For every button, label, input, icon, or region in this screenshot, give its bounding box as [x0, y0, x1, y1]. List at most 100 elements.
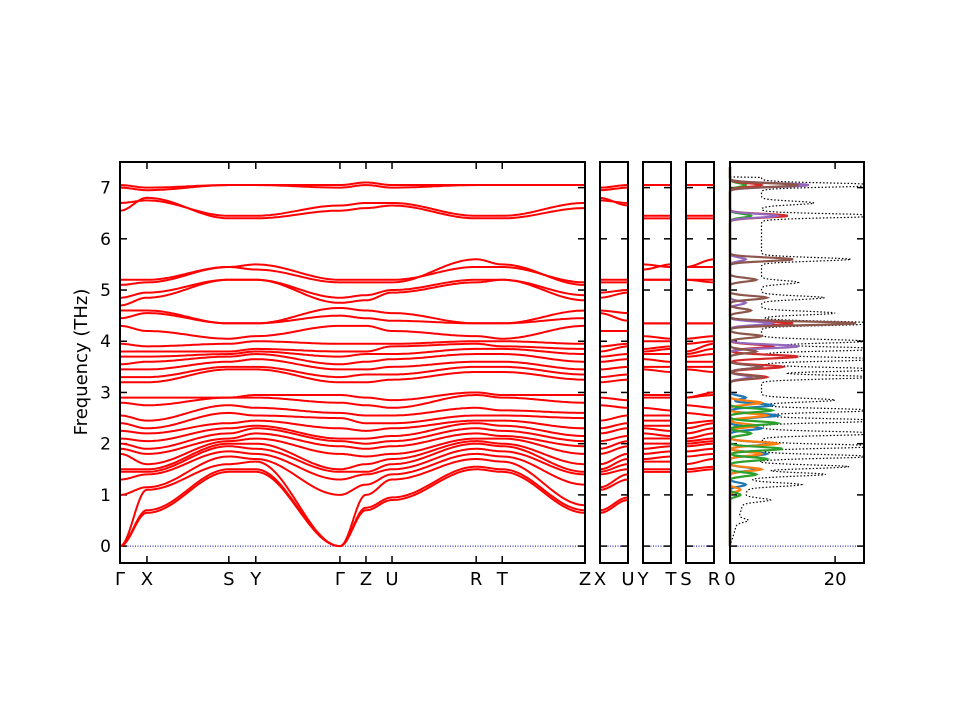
sub-band-line [642, 406, 672, 412]
band-line [120, 340, 585, 348]
k-point-label: T [496, 569, 509, 590]
sub-panel-frame [685, 161, 715, 564]
y-tick-label: 1 [100, 486, 111, 506]
dos-panel-frame [729, 161, 865, 564]
sub-band-line [642, 445, 672, 450]
band-line [120, 324, 585, 340]
sub-band-line [685, 447, 715, 453]
band-line [120, 447, 586, 481]
k-point-label: Γ [115, 569, 125, 590]
band-line [119, 458, 586, 548]
sub-band-line [685, 391, 715, 399]
y-tick-label: 2 [100, 435, 111, 455]
k-point-label: U [385, 569, 398, 590]
y-tick-label: 0 [100, 537, 111, 557]
sub-band-line [685, 437, 715, 443]
sub-band-line [685, 468, 715, 473]
band-line [120, 440, 586, 471]
sub-band-line [685, 419, 715, 425]
sub-band-line [685, 340, 715, 345]
band-line [120, 394, 585, 409]
band-panel-frame [119, 161, 586, 564]
dos-x-tick-label: 20 [824, 569, 847, 590]
sub-band-line [642, 450, 672, 455]
sub-band-line [685, 458, 715, 466]
sub-band-line [599, 358, 629, 363]
band-line [120, 352, 585, 366]
sub-band-line [642, 358, 672, 363]
sub-band-line [599, 345, 629, 353]
k-point-label: R [470, 569, 483, 590]
band-line [119, 181, 585, 189]
sub-band-line [599, 422, 629, 430]
k-point-label: T [665, 569, 678, 590]
dos-series-p2 [728, 167, 782, 547]
dos-x-tick-label: 0 [724, 569, 735, 590]
sub-band-line [642, 368, 672, 373]
sub-band-line [599, 414, 629, 422]
sub-band-line [599, 458, 629, 471]
sub-band-line [599, 496, 629, 512]
sub-band-line [599, 378, 629, 384]
sub-band-line [685, 258, 715, 268]
band-line [120, 263, 586, 284]
band-line [120, 391, 585, 402]
sub-band-line [685, 432, 715, 440]
y-tick-label: 7 [100, 179, 111, 199]
band-line [119, 468, 586, 548]
band-line [120, 258, 585, 286]
band-line [120, 278, 586, 307]
sub-band-line [642, 455, 672, 461]
sub-band-line [685, 368, 715, 373]
band-line [120, 368, 586, 384]
k-point-label: U [621, 569, 634, 590]
y-axis-label: Frequency (THz) [71, 289, 92, 436]
band-line [120, 199, 585, 217]
k-point-label: Y [637, 569, 650, 590]
sub-band-line [599, 291, 629, 299]
k-point-label: Z [579, 569, 591, 590]
sub-band-line [599, 468, 629, 476]
sub-panel-frame [642, 161, 672, 564]
sub-band-line [685, 335, 715, 340]
sub-band-line [642, 345, 672, 350]
sub-band-line [685, 465, 715, 471]
sub-band-line [642, 335, 672, 340]
band-line [120, 422, 585, 443]
sub-band-line [599, 289, 629, 294]
sub-band-line [685, 411, 715, 417]
band-line [120, 411, 585, 430]
k-point-label: S [223, 569, 234, 590]
sub-band-line [599, 473, 629, 489]
sub-band-line [599, 404, 629, 409]
sub-band-line [599, 186, 629, 192]
sub-band-line [642, 263, 672, 271]
band-line [120, 342, 585, 353]
sub-band-line [642, 432, 672, 437]
sub-band-line [685, 342, 715, 353]
k-point-label: Z [360, 569, 372, 590]
sub-band-line [599, 199, 629, 204]
sub-band-line [642, 347, 672, 353]
band-line [120, 347, 585, 358]
band-line [120, 365, 585, 379]
sub-band-line [685, 404, 715, 409]
sub-band-line [599, 396, 629, 402]
sub-band-line [599, 353, 629, 358]
k-point-label: Γ [335, 569, 345, 590]
k-point-label: R [708, 569, 721, 590]
y-tick-label: 4 [100, 332, 111, 352]
sub-band-line [599, 365, 629, 371]
band-line [120, 358, 585, 371]
band-line [120, 432, 585, 455]
band-line [120, 427, 585, 450]
y-tick-label: 3 [100, 383, 111, 403]
sub-band-line [599, 434, 629, 443]
sub-band-line [599, 342, 629, 348]
k-point-label: Y [249, 569, 262, 590]
sub-band-line [599, 427, 629, 435]
k-point-label: S [680, 569, 691, 590]
y-tick-label: 5 [100, 281, 111, 301]
sub-band-line [599, 463, 629, 473]
